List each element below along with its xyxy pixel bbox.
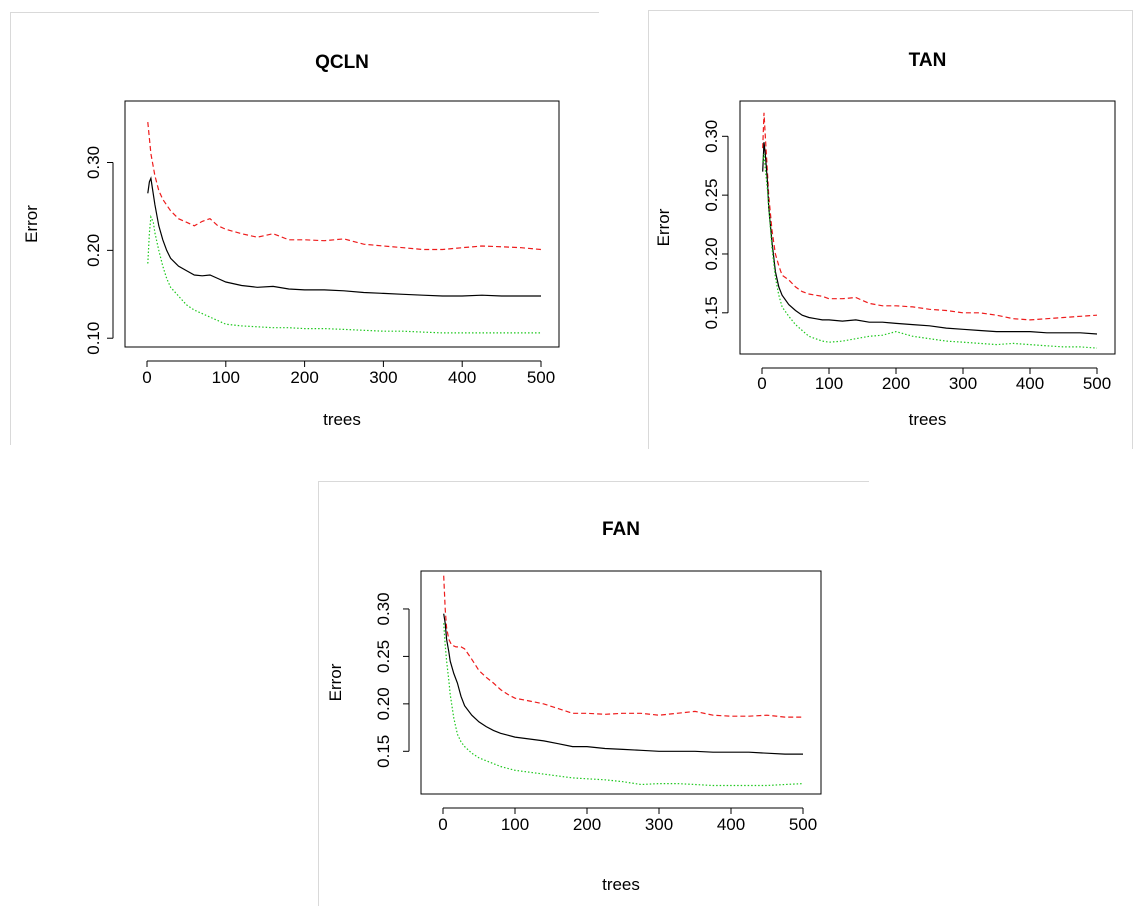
series-line-1 (443, 613, 803, 755)
x-tick-label: 300 (949, 374, 977, 393)
plot-frame (420, 570, 822, 795)
x-tick-label: 500 (1083, 374, 1111, 393)
x-tick-label: 500 (527, 368, 555, 387)
y-axis-label: Error (654, 208, 673, 246)
x-tick-label: 400 (448, 368, 476, 387)
x-tick-label: 0 (438, 815, 447, 834)
x-tick-label: 100 (501, 815, 529, 834)
y-tick-label: 0.20 (702, 237, 721, 270)
x-tick-label: 500 (789, 815, 817, 834)
x-tick-label: 300 (369, 368, 397, 387)
series-line-1 (147, 176, 541, 297)
chart-title: FAN (602, 519, 640, 540)
x-tick-label: 400 (717, 815, 745, 834)
chart-fan: FAN 0 100 200 300 400 500 0.15 0.20 0.25 0.30 trees… (326, 519, 822, 894)
series-line-1 (762, 142, 1098, 335)
y-tick-label: 0.25 (374, 640, 393, 673)
x-tick-label: 200 (573, 815, 601, 834)
series-line-2 (443, 623, 804, 787)
y-tick-label: 0.15 (702, 296, 721, 329)
x-tick-label: 0 (757, 374, 766, 393)
x-axis-label: trees (323, 410, 361, 429)
y-tick-label: 0.30 (702, 120, 721, 153)
x-tick-label: 200 (290, 368, 318, 387)
y-tick-label: 0.30 (84, 146, 103, 179)
chart-title: QCLN (315, 52, 369, 73)
y-tick-label: 0.25 (702, 179, 721, 212)
chart-tan: TAN 0 100 200 300 400 500 0.15 0.20 0.25 0.30 trees… (654, 50, 1116, 429)
chart-qcln: QCLN 0 100 200 300 400 500 0.10 0.20 0.30 trees Err… (22, 52, 560, 429)
y-tick-label: 0.15 (374, 735, 393, 768)
series-line-0 (762, 112, 1098, 321)
x-tick-label: 0 (142, 368, 151, 387)
x-axis-label: trees (602, 875, 640, 894)
panel-qcln: QCLN 0 100 200 300 400 500 0.10 0.20 0.30 trees Err… (10, 12, 599, 445)
panel-fan: FAN 0 100 200 300 400 500 0.15 0.20 0.25 0.30 trees… (318, 481, 869, 906)
plot-frame (739, 100, 1116, 355)
x-tick-label: 100 (815, 374, 843, 393)
panel-tan: TAN 0 100 200 300 400 500 0.15 0.20 0.25 0.30 trees… (648, 10, 1133, 449)
y-axis-label: Error (326, 663, 345, 701)
x-tick-label: 200 (882, 374, 910, 393)
x-tick-label: 300 (645, 815, 673, 834)
y-tick-label: 0.10 (84, 322, 103, 355)
series-line-0 (147, 122, 542, 251)
y-tick-label: 0.20 (374, 687, 393, 720)
series-line-2 (762, 153, 1098, 349)
series-line-0 (443, 575, 803, 718)
y-axis-label: Error (22, 205, 41, 243)
series-line-2 (147, 214, 541, 334)
chart-title: TAN (909, 50, 947, 71)
y-tick-label: 0.30 (374, 592, 393, 625)
x-tick-label: 100 (212, 368, 240, 387)
x-tick-label: 400 (1016, 374, 1044, 393)
plot-frame (124, 100, 560, 348)
y-tick-label: 0.20 (84, 234, 103, 267)
x-axis-label: trees (909, 410, 947, 429)
